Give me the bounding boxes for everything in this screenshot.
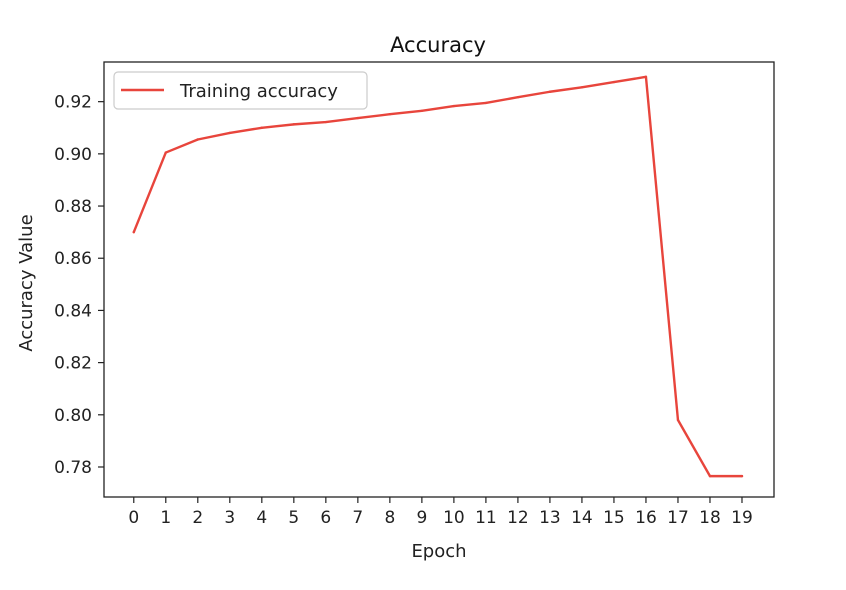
x-tick-label: 1 xyxy=(160,508,171,528)
y-tick-label: 0.92 xyxy=(54,93,92,113)
x-tick-label: 19 xyxy=(731,508,753,528)
data-point xyxy=(132,230,135,234)
data-point xyxy=(260,126,264,129)
x-tick-label: 8 xyxy=(384,508,395,528)
x-tick-label: 4 xyxy=(256,508,267,528)
data-point xyxy=(644,75,648,79)
chart-title: Accuracy xyxy=(390,33,486,57)
x-tick-label: 0 xyxy=(128,508,139,528)
data-point xyxy=(612,80,616,84)
data-point xyxy=(740,474,744,478)
data-point xyxy=(548,90,552,93)
x-tick-label: 13 xyxy=(539,508,561,528)
y-axis-ticks: 0.78 0.80 0.82 0.84 0.86 0.88 0.90 0.92 xyxy=(54,93,104,478)
data-point xyxy=(484,101,488,105)
x-tick-label: 16 xyxy=(635,508,657,528)
x-tick-label: 18 xyxy=(699,508,721,528)
y-tick-label: 0.86 xyxy=(54,249,92,269)
plot-frame xyxy=(103,61,775,498)
y-tick-label: 0.78 xyxy=(54,458,92,478)
data-point xyxy=(580,86,584,89)
y-tick-label: 0.84 xyxy=(54,301,92,321)
y-tick-label: 0.80 xyxy=(54,406,92,426)
x-tick-label: 9 xyxy=(416,508,427,528)
x-tick-label: 14 xyxy=(571,508,593,528)
data-point xyxy=(196,138,199,141)
x-tick-label: 10 xyxy=(443,508,465,528)
data-point xyxy=(388,112,392,116)
x-tick-label: 5 xyxy=(288,508,299,528)
data-point xyxy=(356,116,360,120)
series-line-training-accuracy xyxy=(132,75,744,478)
x-tick-label: 17 xyxy=(667,508,689,528)
data-point xyxy=(324,120,328,124)
legend: Training accuracy xyxy=(113,71,368,110)
x-tick-label: 3 xyxy=(224,508,235,528)
y-tick-label: 0.90 xyxy=(54,145,92,165)
x-tick-label: 15 xyxy=(603,508,625,528)
y-axis-label: Accuracy Value xyxy=(16,214,37,351)
data-point xyxy=(420,109,424,112)
data-point xyxy=(708,474,712,478)
x-tick-label: 11 xyxy=(475,508,497,528)
data-point xyxy=(452,104,456,108)
data-point xyxy=(676,418,680,422)
x-axis-label: Epoch xyxy=(411,541,466,562)
data-point xyxy=(228,131,232,135)
x-tick-label: 6 xyxy=(320,508,331,528)
legend-label: Training accuracy xyxy=(179,81,338,102)
legend-box xyxy=(113,71,368,110)
data-point xyxy=(164,151,167,154)
data-point xyxy=(516,96,520,99)
y-tick-label: 0.88 xyxy=(54,197,92,217)
x-tick-label: 2 xyxy=(192,508,203,528)
data-point xyxy=(292,123,296,126)
x-axis-ticks: 0 1 2 3 4 5 6 7 8 9 10 11 12 13 14 15 16 17 18 19 xyxy=(128,497,753,528)
x-tick-label: 12 xyxy=(507,508,529,528)
y-tick-label: 0.82 xyxy=(54,354,92,374)
x-tick-label: 7 xyxy=(352,508,363,528)
plot-area xyxy=(132,75,744,478)
